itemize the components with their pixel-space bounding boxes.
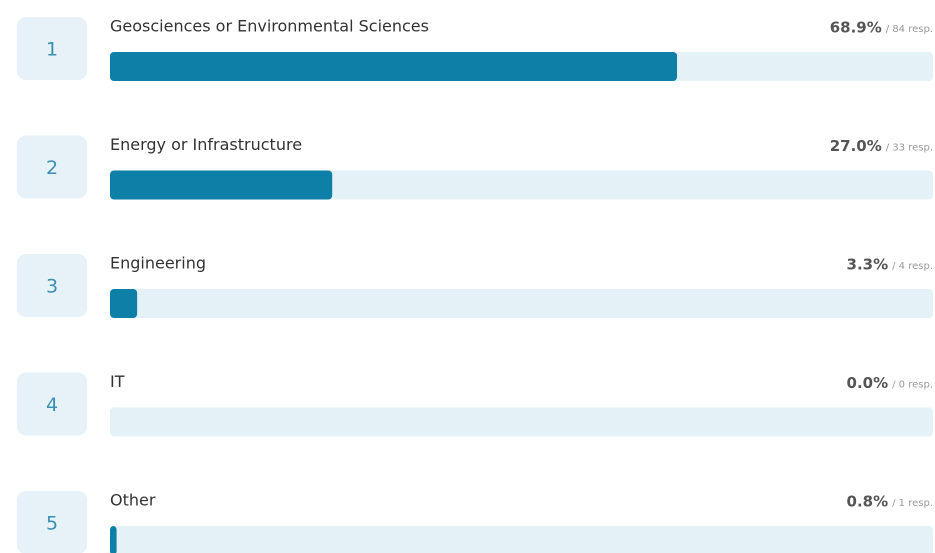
rank-box — [17, 372, 87, 436]
bar-track — [110, 289, 933, 318]
category-label: Other — [110, 491, 156, 510]
value-label: 0.8% — [847, 493, 889, 511]
response-label: / 33 resp. — [886, 143, 933, 154]
bar — [110, 52, 678, 81]
response-label: / 1 resp. — [892, 498, 933, 509]
rank: 2 — [46, 157, 58, 179]
bar-track — [110, 407, 933, 437]
rank-box — [17, 254, 87, 317]
rank-box — [17, 17, 87, 80]
response-label: / 0 resp. — [892, 380, 933, 391]
rank-box — [17, 491, 87, 553]
response-label: / 4 resp. — [892, 261, 933, 272]
response-label: / 84 resp. — [886, 24, 933, 35]
bar — [110, 289, 138, 318]
rank: 3 — [46, 276, 58, 298]
category-label: Geosciences or Environmental Sciences — [110, 17, 429, 36]
bar — [110, 170, 333, 200]
bar-track — [110, 526, 933, 553]
value-label: 3.3% — [847, 256, 889, 274]
value-label: 0.0% — [847, 374, 889, 392]
value-label: 68.9% — [830, 19, 882, 37]
value-label: 27.0% — [830, 137, 882, 155]
category-label: Engineering — [110, 254, 206, 273]
bar — [110, 526, 117, 553]
rank: 1 — [46, 39, 58, 61]
rank-box — [17, 135, 87, 199]
rank: 4 — [46, 394, 58, 416]
rank: 5 — [46, 513, 58, 535]
category-label: Energy or Infrastructure — [110, 135, 302, 154]
category-label: IT — [110, 372, 125, 391]
